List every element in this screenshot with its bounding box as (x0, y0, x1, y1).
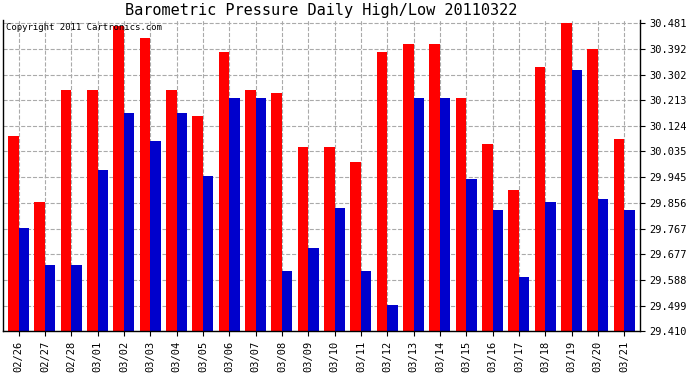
Bar (613, 138, 624, 331)
Bar (455, 98, 466, 331)
Bar (403, 44, 413, 331)
Bar (624, 210, 635, 331)
Title: Barometric Pressure Daily High/Low 20110322: Barometric Pressure Daily High/Low 20110… (125, 3, 518, 18)
Bar (482, 144, 493, 331)
Bar (229, 98, 239, 331)
Bar (351, 162, 361, 331)
Bar (271, 93, 282, 331)
Bar (571, 69, 582, 331)
Bar (297, 147, 308, 331)
Bar (377, 52, 387, 331)
Bar (598, 199, 609, 331)
Bar (587, 50, 598, 331)
Bar (124, 112, 135, 331)
Bar (545, 202, 555, 331)
Bar (45, 265, 55, 331)
Bar (509, 190, 519, 331)
Bar (308, 248, 319, 331)
Bar (139, 38, 150, 331)
Bar (245, 90, 255, 331)
Bar (387, 305, 397, 331)
Bar (97, 170, 108, 331)
Bar (219, 52, 229, 331)
Bar (113, 26, 124, 331)
Bar (19, 228, 29, 331)
Bar (71, 265, 82, 331)
Bar (61, 90, 71, 331)
Bar (466, 179, 477, 331)
Bar (255, 98, 266, 331)
Bar (335, 208, 345, 331)
Bar (361, 271, 371, 331)
Bar (193, 116, 203, 331)
Bar (34, 202, 45, 331)
Bar (561, 24, 571, 331)
Bar (177, 112, 187, 331)
Bar (535, 67, 545, 331)
Text: Copyright 2011 Cartronics.com: Copyright 2011 Cartronics.com (6, 24, 162, 33)
Bar (150, 141, 161, 331)
Bar (87, 90, 97, 331)
Bar (166, 90, 177, 331)
Bar (429, 44, 440, 331)
Bar (413, 98, 424, 331)
Bar (519, 277, 529, 331)
Bar (203, 176, 213, 331)
Bar (282, 271, 293, 331)
Bar (324, 147, 335, 331)
Bar (440, 98, 451, 331)
Bar (493, 210, 503, 331)
Bar (8, 136, 19, 331)
